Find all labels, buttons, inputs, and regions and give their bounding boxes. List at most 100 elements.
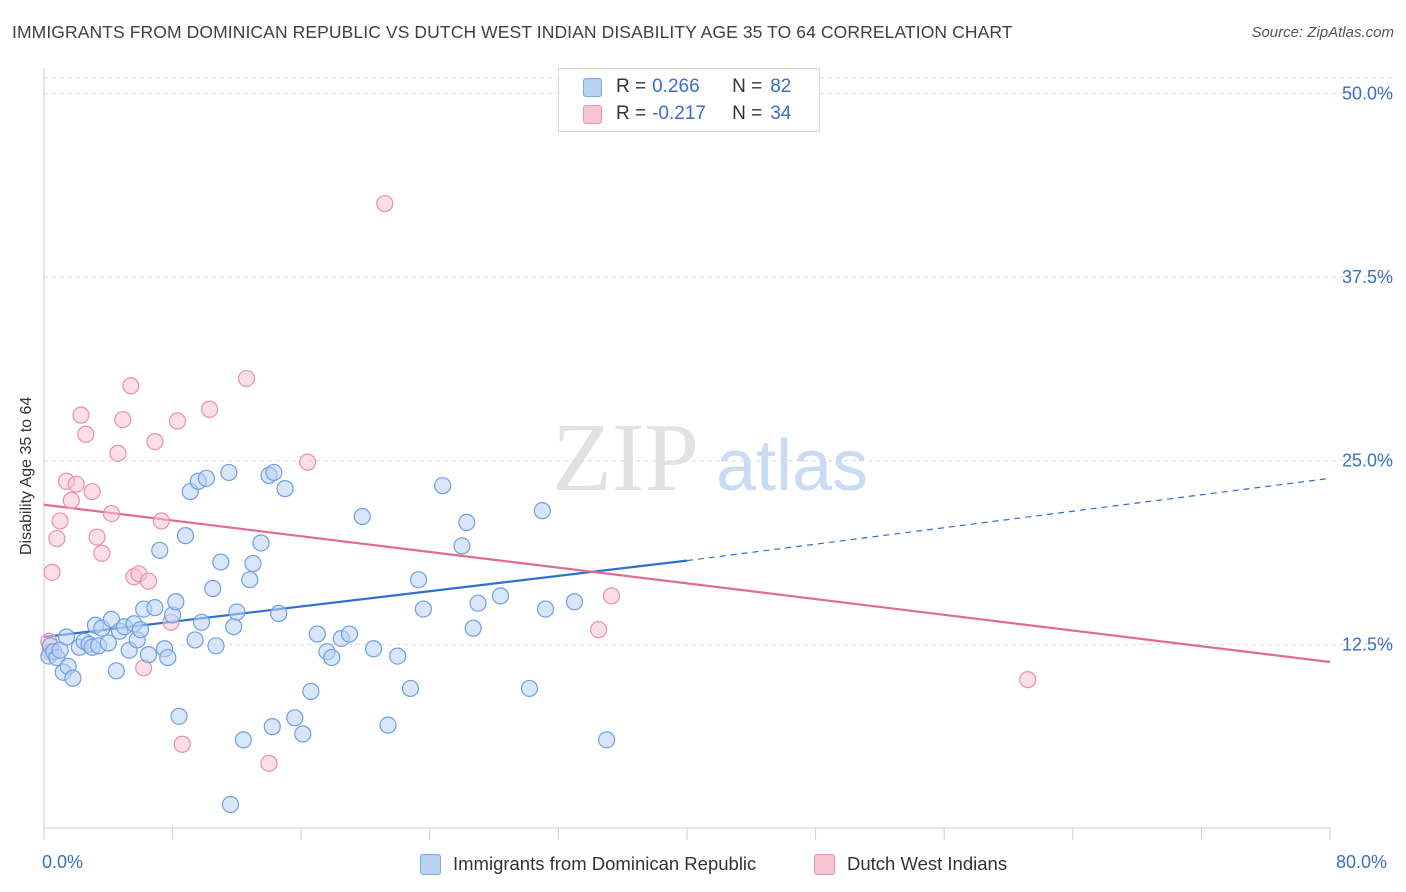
y-tick-labels: 12.5% 25.0% 37.5% 50.0% xyxy=(1342,83,1393,654)
series-name-dominican: Immigrants from Dominican Republic xyxy=(453,853,757,874)
point-dominican xyxy=(276,480,294,498)
point-dominican xyxy=(139,646,158,664)
x-tick-label-max: 80.0% xyxy=(1336,852,1388,872)
point-dutch xyxy=(237,369,256,388)
point-dominican xyxy=(265,463,283,482)
point-dutch xyxy=(114,410,132,429)
point-dominican xyxy=(379,716,397,734)
point-dutch xyxy=(43,563,61,581)
point-dutch xyxy=(62,491,80,509)
point-dominican xyxy=(458,513,476,532)
point-dutch xyxy=(139,572,158,590)
point-dominican xyxy=(533,502,551,520)
point-dominican xyxy=(220,463,238,482)
r-value-dutch: -0.217 xyxy=(652,103,706,124)
point-dominican xyxy=(469,594,487,612)
point-dominican xyxy=(167,593,185,611)
point-dutch xyxy=(589,621,608,639)
point-dutch xyxy=(1019,671,1037,689)
point-dominican xyxy=(197,469,215,487)
point-dominican xyxy=(204,579,222,598)
point-dominican xyxy=(520,679,539,698)
legend-row-dutch: R = -0.217 N = 34 xyxy=(583,103,791,125)
point-dominican xyxy=(434,477,452,495)
point-dutch xyxy=(376,194,394,213)
point-dominican xyxy=(212,553,230,571)
correlation-legend: R = 0.266 N = 82 R = -0.217 N = 34 xyxy=(558,68,820,132)
source-credit: Source: ZipAtlas.com xyxy=(1251,24,1394,41)
point-dutch xyxy=(299,453,317,471)
point-dominican xyxy=(151,541,169,559)
series-name-dutch: Dutch West Indians xyxy=(847,853,1008,874)
n-value-dominican: 82 xyxy=(770,76,792,97)
point-dominican xyxy=(252,534,270,552)
point-dominican xyxy=(221,795,240,814)
point-dominican xyxy=(340,625,359,643)
point-dutch xyxy=(51,512,69,530)
n-label: N = xyxy=(732,76,763,97)
point-dutch xyxy=(260,754,278,772)
point-dutch xyxy=(72,406,90,424)
series-legend-dominican: Immigrants from Dominican Republic xyxy=(420,852,756,876)
chart-title: IMMIGRANTS FROM DOMINICAN REPUBLIC VS DU… xyxy=(12,22,1013,42)
point-dominican xyxy=(228,603,246,621)
point-dutch xyxy=(93,544,111,562)
point-dominican xyxy=(565,593,584,611)
series-legend-dutch: Dutch West Indians xyxy=(814,852,1007,876)
axes xyxy=(43,68,1331,840)
watermark-zip: ZIP xyxy=(552,404,699,512)
point-dominican xyxy=(131,621,150,639)
y-tick-label: 25.0% xyxy=(1342,451,1393,471)
n-value-dutch: 34 xyxy=(770,103,792,124)
point-dominican xyxy=(102,610,121,628)
watermark-atlas: atlas xyxy=(716,426,868,506)
point-dominican xyxy=(57,628,76,646)
legend-row-dominican: R = 0.266 N = 82 xyxy=(583,76,791,98)
point-dutch xyxy=(77,425,95,443)
point-dutch xyxy=(173,735,191,753)
point-dominican xyxy=(186,631,204,649)
point-dominican xyxy=(107,662,125,680)
point-dutch xyxy=(48,529,66,548)
point-dominican xyxy=(353,507,371,526)
point-dutch xyxy=(122,377,140,395)
point-dominican xyxy=(192,613,211,631)
legend-swatch-pink xyxy=(583,104,602,124)
point-dominican xyxy=(464,619,482,637)
legend-swatch-blue xyxy=(583,77,602,97)
point-dutch xyxy=(88,528,106,546)
point-dominican xyxy=(414,600,432,618)
point-dominican xyxy=(234,731,252,749)
y-tick-label: 12.5% xyxy=(1342,634,1393,654)
point-dutch xyxy=(146,432,164,451)
point-dominican xyxy=(170,707,188,725)
trend-lines xyxy=(43,477,1331,664)
r-label: R = xyxy=(616,103,647,124)
point-dominican xyxy=(64,669,82,687)
point-dominican xyxy=(302,682,320,700)
point-dominican xyxy=(294,725,312,743)
point-dominican xyxy=(146,599,164,617)
point-dominican xyxy=(263,718,281,736)
n-label: N = xyxy=(732,103,763,124)
series-swatch-pink xyxy=(814,853,835,875)
y-tick-label: 50.0% xyxy=(1342,83,1393,103)
point-dominican xyxy=(491,587,510,605)
data-points xyxy=(40,194,1037,814)
point-dominican xyxy=(389,647,407,665)
point-dominican xyxy=(364,640,383,658)
point-dutch xyxy=(109,444,127,462)
point-dominican xyxy=(244,554,262,573)
point-dominican xyxy=(225,618,243,636)
point-dominican xyxy=(99,634,117,652)
point-dominican xyxy=(536,600,555,618)
point-dutch xyxy=(200,400,219,418)
point-dominican xyxy=(453,537,471,555)
point-dutch xyxy=(83,482,101,501)
point-dutch xyxy=(168,412,187,430)
x-tick-label-min: 0.0% xyxy=(42,852,84,872)
point-dominican xyxy=(241,571,259,589)
point-dutch xyxy=(602,587,621,605)
series-swatch-blue xyxy=(420,853,441,875)
